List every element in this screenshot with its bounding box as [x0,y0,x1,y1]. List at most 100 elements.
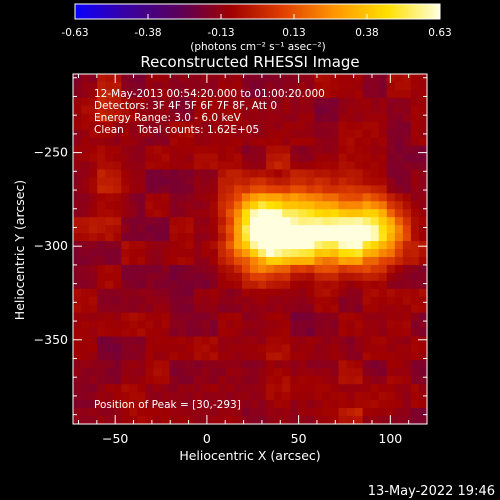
heatmap-cell [217,137,227,147]
heatmap-cell [129,328,138,338]
heatmap-cell [306,368,315,377]
heatmap-cell [266,280,275,290]
heatmap-cell [233,272,243,282]
heatmap-cell [354,304,364,314]
heatmap-cell [97,384,106,393]
heatmap-cell [362,256,372,266]
heatmap-cell [394,272,404,282]
colorbar-tick-label: 0.13 [282,27,305,39]
heatmap-cell [193,217,203,226]
heatmap-cell [282,233,291,242]
heatmap-cell [105,312,114,322]
heatmap-cell [410,272,420,282]
heatmap-cell [314,113,324,123]
heatmap-cell [193,328,203,338]
heatmap-cell [145,193,155,202]
heatmap-cell [241,201,251,210]
info-time-range: 12-May-2013 00:54:20.000 to 01:00:20.000 [94,88,325,100]
heatmap-cell [145,97,155,107]
heatmap-cell [89,153,98,163]
heatmap-cell [418,121,428,131]
heatmap-cell [370,217,380,226]
heatmap-cell [250,344,259,353]
heatmap-cell [354,145,364,155]
heatmap-cell [402,416,412,425]
heatmap-cell [177,169,187,178]
heatmap-cell [81,296,90,306]
heatmap-cell [81,153,90,163]
heatmap-cell [113,328,122,338]
heatmap-cell [217,288,227,298]
heatmap-cell [89,384,98,393]
heatmap-cell [73,264,82,274]
heatmap-cell [394,296,404,306]
heatmap-cell [266,89,275,99]
heatmap-cell [306,89,315,99]
heatmap-cell [362,384,372,393]
heatmap-cell [105,193,114,202]
heatmap-cell [346,272,356,282]
heatmap-cell [113,121,122,131]
heatmap-cell [306,97,315,107]
heatmap-cell [121,201,130,210]
heatmap-cell [113,264,122,274]
heatmap-cell [418,97,428,107]
heatmap-cell [402,256,412,266]
heatmap-cell [105,185,114,194]
heatmap-cell [290,129,299,139]
heatmap-cell [322,352,332,361]
heatmap-cell [290,193,299,202]
heatmap-cell [346,416,356,425]
heatmap-cell [193,97,203,107]
heatmap-cell [97,416,106,425]
heatmap-cell [386,137,396,147]
heatmap-cell [201,304,211,314]
heatmap-cell [258,256,267,266]
heatmap-cell [177,336,187,346]
heatmap-cell [145,153,155,163]
heatmap-cell [402,241,412,250]
heatmap-cell [282,89,291,99]
heatmap-cell [274,256,283,266]
heatmap-cell [105,153,114,163]
heatmap-cell [346,201,356,210]
heatmap-cell [73,392,82,401]
heatmap-cell [153,296,163,306]
heatmap-cell [346,288,356,298]
heatmap-cell [258,344,267,353]
heatmap-cell [161,74,171,83]
heatmap-cell [418,392,428,401]
heatmap-cell [346,280,356,290]
heatmap-cell [370,89,380,99]
heatmap-cell [258,384,267,393]
heatmap-cell [153,89,163,99]
heatmap-cell [241,129,251,139]
heatmap-cell [394,400,404,409]
heatmap-cell [233,185,243,194]
heatmap-cell [362,352,372,361]
heatmap-cell [402,209,412,218]
heatmap-cell [266,233,275,242]
heatmap-cell [161,328,171,338]
heatmap-cell [153,288,163,298]
heatmap-cell [258,328,267,338]
heatmap-cell [298,384,307,393]
heatmap-cell [153,169,163,178]
heatmap-cell [266,336,275,346]
heatmap-cell [370,129,380,139]
heatmap-cell [394,113,404,123]
heatmap-cell [241,225,251,234]
heatmap-cell [89,328,98,338]
heatmap-cell [145,105,155,115]
heatmap-cell [73,177,82,186]
heatmap-cells [73,74,428,425]
heatmap-cell [322,360,332,369]
heatmap-cell [410,145,420,155]
heatmap-cell [362,288,372,298]
heatmap-cell [209,392,219,401]
heatmap-cell [314,193,324,202]
heatmap-cell [233,408,243,417]
heatmap-cell [362,344,372,353]
heatmap-cell [410,209,420,218]
heatmap-cell [105,241,114,250]
